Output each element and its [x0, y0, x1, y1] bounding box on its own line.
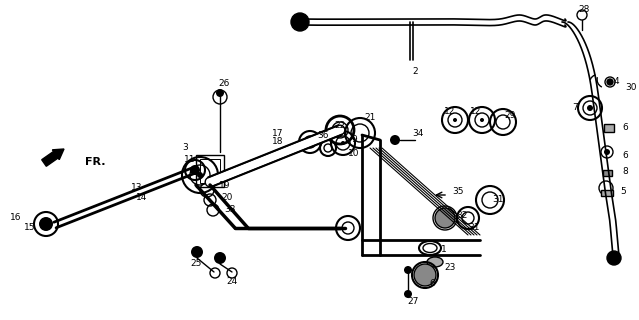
Circle shape: [197, 172, 203, 178]
Text: 1: 1: [441, 245, 447, 254]
Circle shape: [404, 290, 412, 298]
Text: 32: 32: [456, 211, 468, 220]
Text: 31: 31: [492, 196, 504, 204]
Text: 6: 6: [429, 278, 435, 287]
Text: 7: 7: [572, 103, 578, 113]
Bar: [200, 159, 220, 183]
Text: 26: 26: [219, 78, 229, 87]
Text: 14: 14: [136, 194, 148, 203]
Text: 24: 24: [226, 276, 238, 285]
Circle shape: [291, 13, 309, 31]
Text: 20: 20: [221, 193, 233, 202]
Text: 16: 16: [10, 213, 22, 222]
Text: 28: 28: [578, 5, 590, 14]
Circle shape: [480, 118, 484, 122]
Circle shape: [39, 217, 53, 231]
Text: 29: 29: [504, 110, 516, 119]
Text: 19: 19: [219, 180, 231, 189]
Circle shape: [607, 251, 621, 265]
Bar: [603, 170, 612, 176]
Bar: [196, 155, 224, 187]
Text: 12: 12: [444, 108, 456, 116]
Text: 25: 25: [190, 260, 202, 268]
Text: 35: 35: [452, 188, 464, 196]
Circle shape: [604, 149, 610, 155]
Text: 21: 21: [364, 114, 376, 123]
Text: 18: 18: [272, 138, 284, 147]
Circle shape: [214, 252, 226, 264]
Text: 15: 15: [24, 223, 36, 233]
Text: 8: 8: [622, 167, 628, 177]
FancyArrow shape: [42, 149, 64, 166]
Text: 10: 10: [348, 148, 360, 157]
Circle shape: [337, 127, 343, 133]
Text: 23: 23: [444, 263, 456, 273]
Text: 22: 22: [334, 122, 346, 131]
Ellipse shape: [427, 257, 443, 267]
Text: 12: 12: [470, 108, 482, 116]
Text: 33: 33: [224, 205, 236, 214]
Text: 6: 6: [622, 124, 628, 132]
Circle shape: [216, 89, 224, 97]
Text: FR.: FR.: [85, 157, 105, 167]
Circle shape: [190, 165, 200, 175]
Text: 5: 5: [620, 188, 626, 196]
Text: 27: 27: [407, 298, 419, 307]
Text: 34: 34: [412, 129, 424, 138]
Text: 36: 36: [317, 131, 328, 140]
Text: 6: 6: [622, 150, 628, 159]
Text: 3: 3: [182, 143, 188, 153]
Text: 31: 31: [468, 222, 480, 231]
Text: 30: 30: [625, 84, 636, 92]
Text: 2: 2: [412, 68, 418, 76]
Circle shape: [587, 105, 593, 111]
Text: 9: 9: [351, 135, 357, 145]
Text: 17: 17: [272, 129, 284, 138]
Text: 13: 13: [131, 183, 142, 193]
Circle shape: [414, 264, 436, 286]
Circle shape: [404, 266, 412, 274]
Circle shape: [435, 208, 455, 228]
Text: 4: 4: [613, 77, 619, 86]
Circle shape: [191, 246, 203, 258]
Circle shape: [453, 118, 457, 122]
Bar: [604, 124, 614, 132]
Circle shape: [341, 141, 345, 145]
Circle shape: [390, 135, 400, 145]
Text: 11: 11: [184, 156, 196, 164]
Circle shape: [607, 79, 613, 85]
Bar: [601, 190, 613, 196]
